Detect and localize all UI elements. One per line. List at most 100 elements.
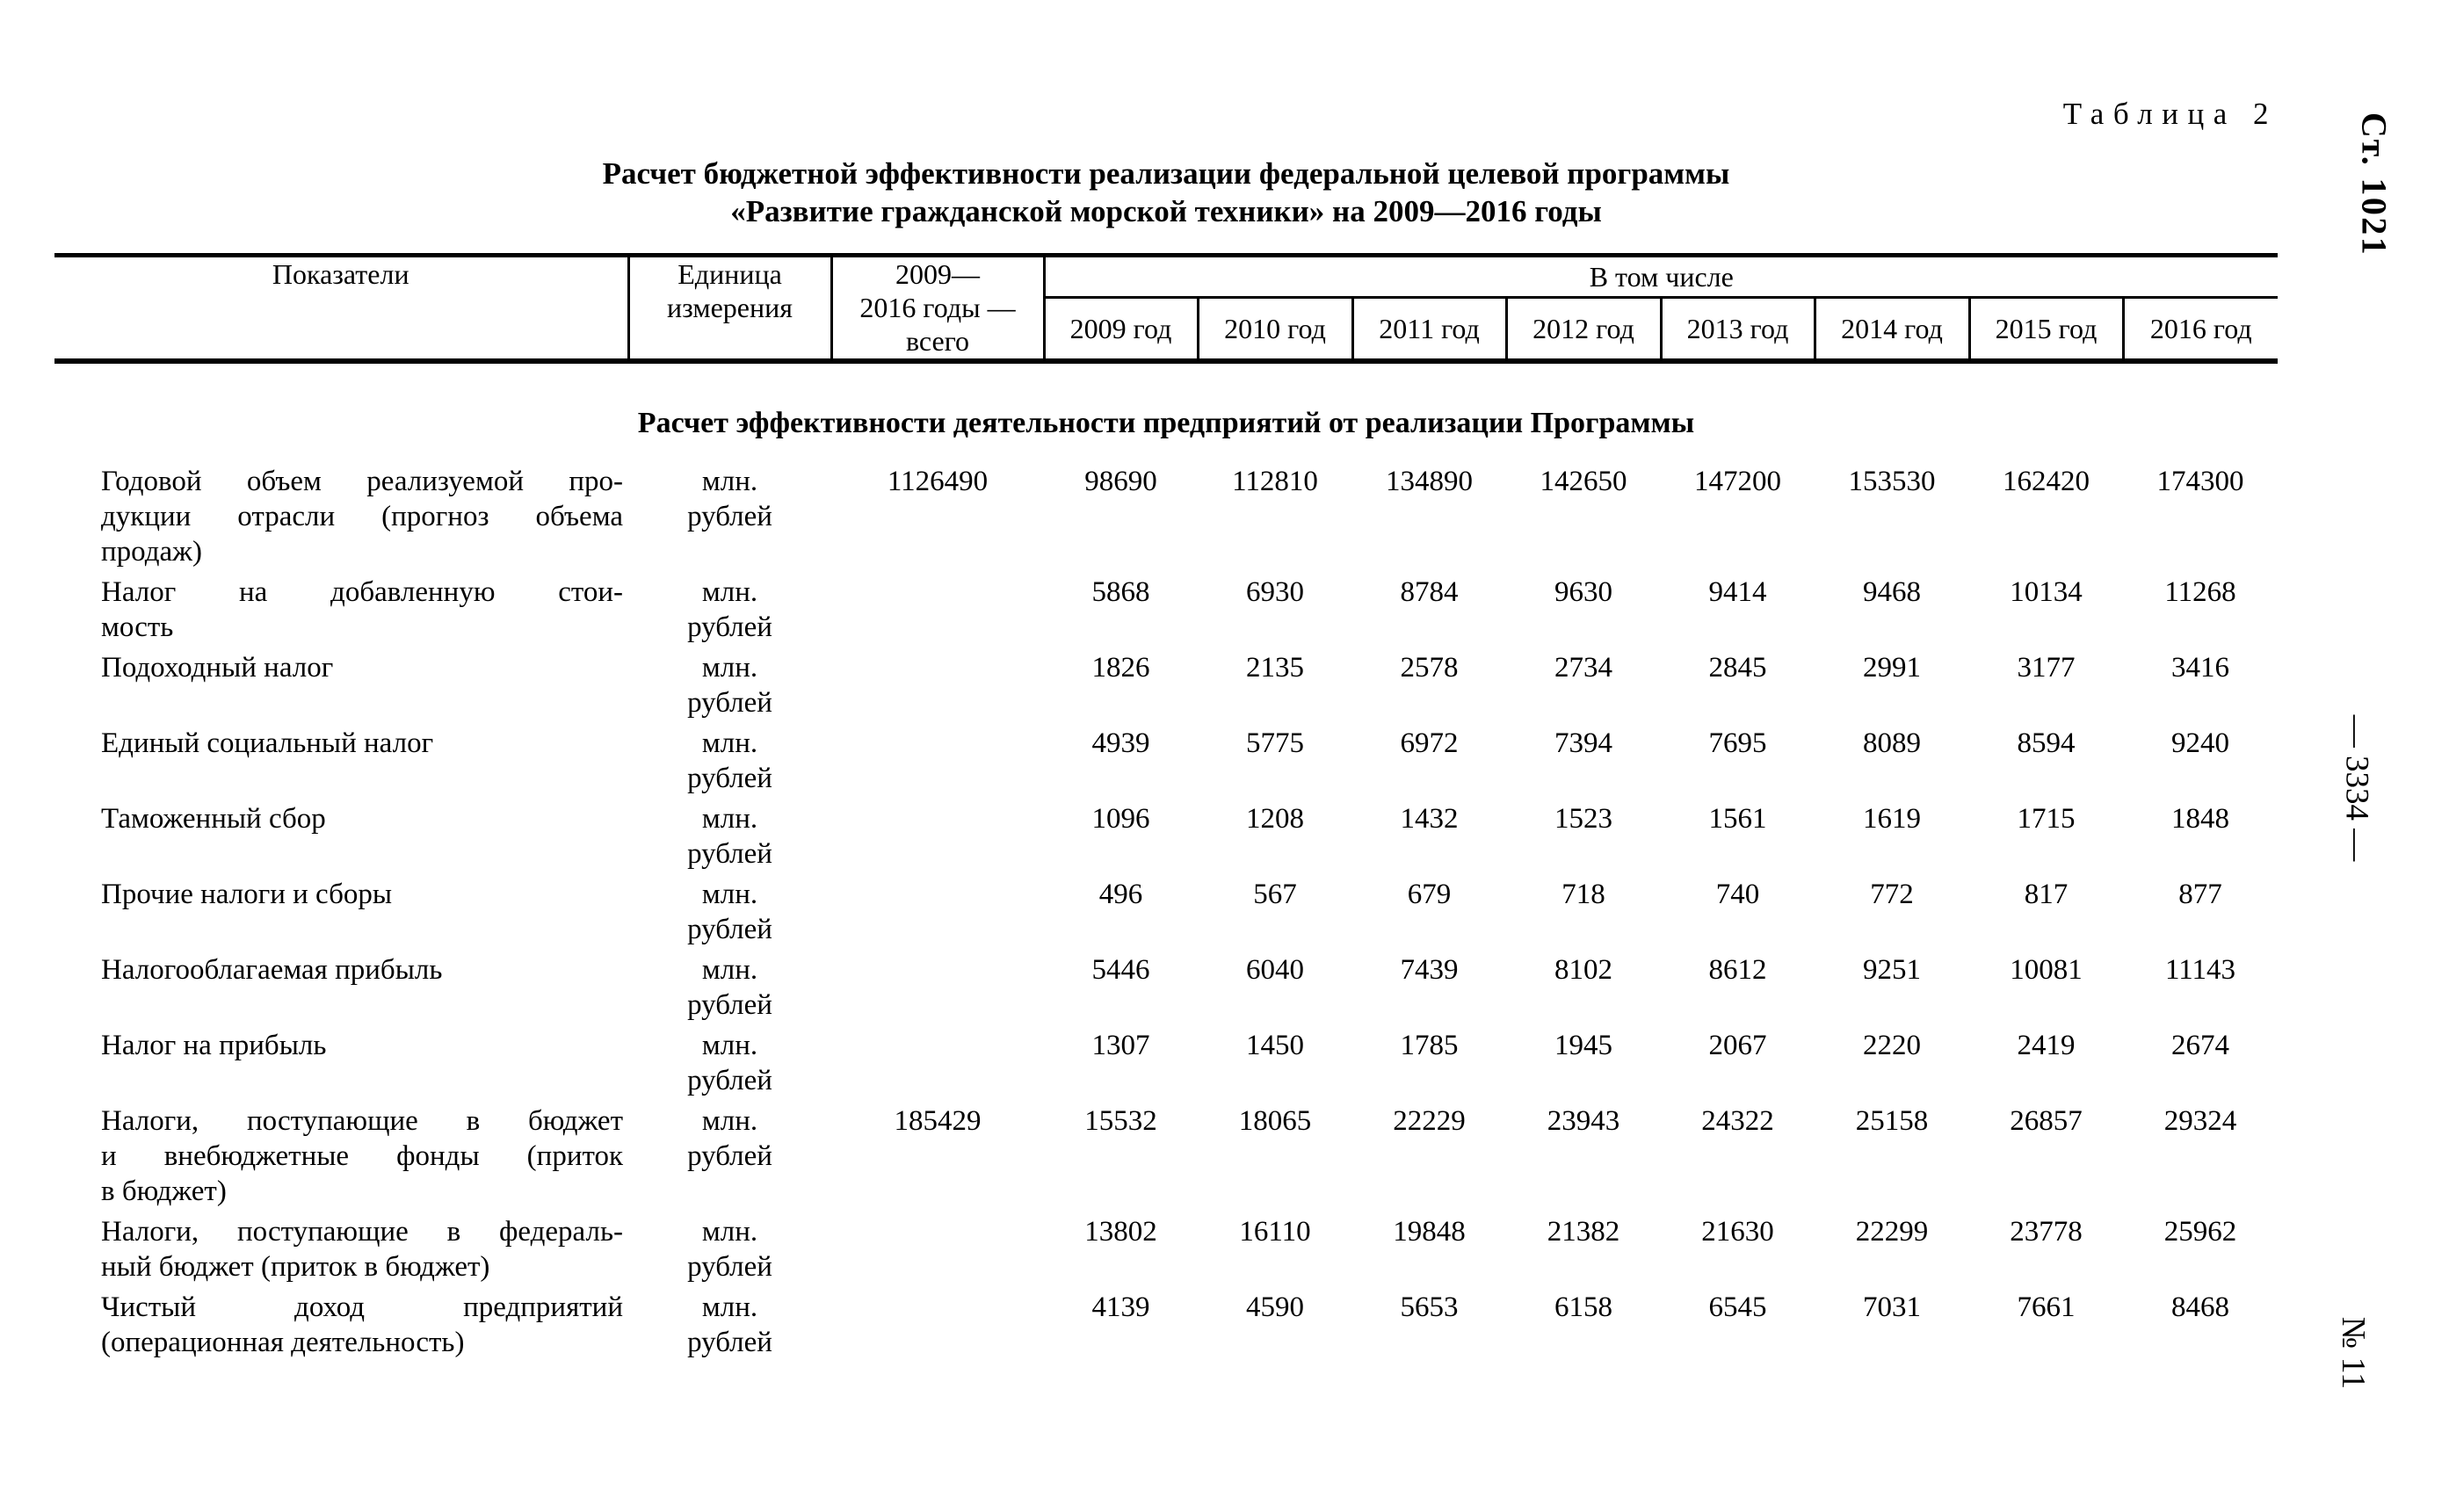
year-value-cell: 29324 [2163, 1105, 2237, 1137]
year-value-cell: 1619 [1863, 803, 1921, 835]
year-value-cell: 21630 [1701, 1216, 1774, 1248]
year-value-cell: 5775 [1246, 727, 1304, 759]
year-value-cell: 6972 [1400, 727, 1459, 759]
year-value-cell: 9468 [1863, 576, 1921, 608]
year-value-cell: 2135 [1246, 652, 1304, 684]
year-value-cell: 2991 [1863, 652, 1921, 684]
year-value-cell: 7661 [2017, 1291, 2076, 1323]
total-value-cell [831, 952, 1044, 1028]
year-value-cell: 1561 [1708, 803, 1767, 835]
column-header-total: 2009— 2016 годы — всего [831, 253, 1046, 364]
indicator-label: Налоги, поступающие в бюджет и внебюджетн… [101, 1105, 623, 1207]
unit-cell: млн. рублей [687, 1291, 772, 1358]
unit-cell: млн. рублей [687, 576, 772, 643]
year-value-cell: 174300 [2156, 466, 2244, 497]
year-value-cell: 2845 [1708, 652, 1767, 684]
document-title-line-1: Расчет бюджетной эффективности реализаци… [602, 156, 1730, 191]
column-header-year: 2016 год [2123, 297, 2279, 364]
margin-article-number: Ст. 1021 [2354, 112, 2395, 257]
table-row: Подоходный налог млн. рублей 1826 2135 2578 2… [54, 650, 2278, 726]
year-value-cell: 7031 [1863, 1291, 1921, 1323]
table-number-label: Таблица 2 [2062, 97, 2278, 131]
column-header-year: 2011 год [1352, 297, 1508, 364]
year-value-cell: 22299 [1855, 1216, 1929, 1248]
year-value-cell: 8468 [2171, 1291, 2229, 1323]
year-value-cell: 1096 [1091, 803, 1150, 835]
year-value-cell: 1848 [2171, 803, 2229, 835]
year-value-cell: 1715 [2017, 803, 2076, 835]
indicator-label: Таможенный сбор [101, 803, 326, 835]
year-value-cell: 1432 [1400, 803, 1459, 835]
table-row: Налог на добавленную стои-мость млн. рубл… [54, 575, 2278, 650]
table-row: Прочие налоги и сборы млн. рублей 496 567 67… [54, 877, 2278, 952]
document-title-line-2: «Развитие гражданской морской техники» н… [730, 194, 1602, 228]
column-header-year: 2015 год [1969, 297, 2125, 364]
year-value-cell: 11143 [2164, 954, 2236, 986]
column-header-including: В том числе [1044, 253, 2279, 299]
year-value-cell: 5653 [1400, 1291, 1459, 1323]
year-value-cell: 25158 [1855, 1105, 1929, 1137]
year-value-cell: 1826 [1091, 652, 1150, 684]
indicator-label: Подоходный налог [101, 652, 334, 684]
budget-efficiency-table: Показатели Единица измерения 2009— 2016 … [54, 253, 2279, 1365]
document-title: Расчет бюджетной эффективности реализаци… [54, 155, 2278, 230]
section-heading-row: Расчет эффективности деятельности предпр… [54, 361, 2278, 464]
indicator-label: Налоги, поступающие в федераль-ный бюдже… [101, 1216, 623, 1283]
year-value-cell: 23943 [1547, 1105, 1620, 1137]
total-value-cell: 185429 [894, 1105, 982, 1137]
year-value-cell: 9630 [1554, 576, 1612, 608]
table-row: Налоги, поступающие в бюджет и внебюджетн… [54, 1103, 2278, 1214]
year-value-cell: 16110 [1239, 1216, 1311, 1248]
year-value-cell: 9251 [1863, 954, 1921, 986]
year-value-cell: 1785 [1400, 1030, 1459, 1061]
column-header-year: 2010 год [1198, 297, 1354, 364]
table-row: Налог на прибыль млн. рублей 1307 1450 1785 1… [54, 1028, 2278, 1103]
year-value-cell: 5446 [1091, 954, 1150, 986]
year-value-cell: 817 [2024, 879, 2069, 910]
year-value-cell: 5868 [1091, 576, 1150, 608]
year-value-cell: 8784 [1400, 576, 1459, 608]
table-body: Расчет эффективности деятельности предпр… [54, 361, 2278, 1365]
years-row: 2009 год 2010 год 2011 год 2012 год 2013 год… [54, 297, 2279, 364]
unit-cell: млн. рублей [687, 954, 772, 1021]
column-header-year: 2014 год [1815, 297, 1971, 364]
total-value-cell [831, 1028, 1044, 1103]
year-value-cell: 8089 [1863, 727, 1921, 759]
year-value-cell: 98690 [1084, 466, 1157, 497]
year-value-cell: 1307 [1091, 1030, 1150, 1061]
total-value-cell [831, 726, 1044, 801]
indicator-label: Единый социальный налог [101, 727, 434, 759]
year-value-cell: 877 [2178, 879, 2222, 910]
year-value-cell: 679 [1407, 879, 1452, 910]
indicator-label: Прочие налоги и сборы [101, 879, 393, 910]
year-value-cell: 8612 [1708, 954, 1767, 986]
year-value-cell: 19848 [1393, 1216, 1466, 1248]
unit-cell: млн. рублей [687, 466, 772, 532]
column-header-year: 2012 год [1506, 297, 1663, 364]
year-value-cell: 11268 [2164, 576, 2236, 608]
total-value-cell [831, 801, 1044, 877]
year-value-cell: 3416 [2171, 652, 2229, 684]
year-value-cell: 1208 [1246, 803, 1304, 835]
unit-cell: млн. рублей [687, 1216, 772, 1283]
year-value-cell: 8594 [2017, 727, 2076, 759]
year-value-cell: 10081 [2010, 954, 2083, 986]
year-value-cell: 18065 [1238, 1105, 1312, 1137]
year-value-cell: 23778 [2010, 1216, 2083, 1248]
margin-issue-number: № 11 [2335, 1316, 2372, 1390]
year-value-cell: 15532 [1084, 1105, 1157, 1137]
year-value-cell: 2220 [1863, 1030, 1921, 1061]
year-value-cell: 9240 [2171, 727, 2229, 759]
total-value-cell: 1126490 [887, 466, 989, 497]
year-value-cell: 24322 [1701, 1105, 1774, 1137]
year-value-cell: 2734 [1554, 652, 1612, 684]
year-value-cell: 7695 [1708, 727, 1767, 759]
year-value-cell: 26857 [2010, 1105, 2083, 1137]
total-value-cell [831, 1214, 1044, 1290]
year-value-cell: 153530 [1848, 466, 1936, 497]
year-value-cell: 3177 [2017, 652, 2076, 684]
indicator-label: Налог на прибыль [101, 1030, 327, 1061]
year-value-cell: 13802 [1084, 1216, 1157, 1248]
unit-cell: млн. рублей [687, 879, 772, 945]
year-value-cell: 1450 [1246, 1030, 1304, 1061]
